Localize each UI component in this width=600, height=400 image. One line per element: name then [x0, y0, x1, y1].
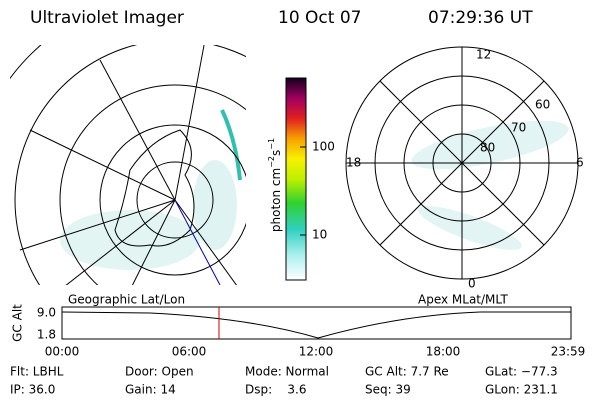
alt-xtick: 23:59 — [551, 345, 586, 359]
colorbar-label: photon cm−2s−1 — [267, 138, 283, 232]
info-field: GLat: −77.3 — [485, 365, 558, 379]
info-field: Dsp: 3.6 — [245, 383, 307, 397]
lat-label: 60 — [535, 98, 550, 112]
alt-xtick: 00:00 — [45, 345, 80, 359]
alt-xticks: 00:00 06:00 12:00 18:00 23:59 — [45, 345, 586, 359]
date: 10 Oct 07 — [278, 8, 361, 28]
geo-map — [10, 45, 246, 285]
alt-curve — [61, 311, 571, 339]
info-field: IP: 36.0 — [10, 383, 55, 397]
info-field: Mode: Normal — [245, 365, 329, 379]
mlt-label: 18 — [346, 156, 361, 170]
info-panel: Flt: LBHL Door: Open Mode: Normal GC Alt: 7… — [10, 365, 558, 397]
title: Ultraviolet Imager — [30, 8, 184, 28]
info-field: GLon: 231.1 — [485, 383, 558, 397]
mlt-label: 0 — [468, 277, 476, 291]
lat-label: 80 — [480, 141, 495, 155]
mlt-label: 12 — [476, 48, 491, 62]
alt-ytick: 9.0 — [37, 306, 56, 320]
info-field: Gain: 14 — [125, 383, 176, 397]
lat-label: 70 — [511, 121, 526, 135]
colorbar-tick-label: 10 — [312, 228, 327, 242]
info-field: GC Alt: 7.7 Re — [365, 365, 449, 379]
time: 07:29:36 UT — [428, 8, 533, 28]
info-field: Door: Open — [125, 365, 194, 379]
alt-xtick: 06:00 — [172, 345, 207, 359]
alt-xtick: 18:00 — [426, 345, 461, 359]
alt-right-title: Apex MLat/MLT — [418, 293, 508, 307]
mlt-label: 6 — [576, 156, 584, 170]
alt-ytick: 1.8 — [37, 328, 56, 342]
alt-frame — [61, 306, 572, 340]
alt-xtick: 12:00 — [299, 345, 334, 359]
alt-ylabel: GC Alt — [11, 304, 25, 342]
info-field: Flt: LBHL — [10, 365, 64, 379]
alt-left-title: Geographic Lat/Lon — [68, 293, 185, 307]
info-field: Seq: 39 — [365, 383, 411, 397]
colorbar-tick-label: 100 — [312, 140, 335, 154]
polar-plot: 12 18 6 0 80 70 60 — [345, 46, 584, 291]
colorbar — [285, 77, 307, 281]
